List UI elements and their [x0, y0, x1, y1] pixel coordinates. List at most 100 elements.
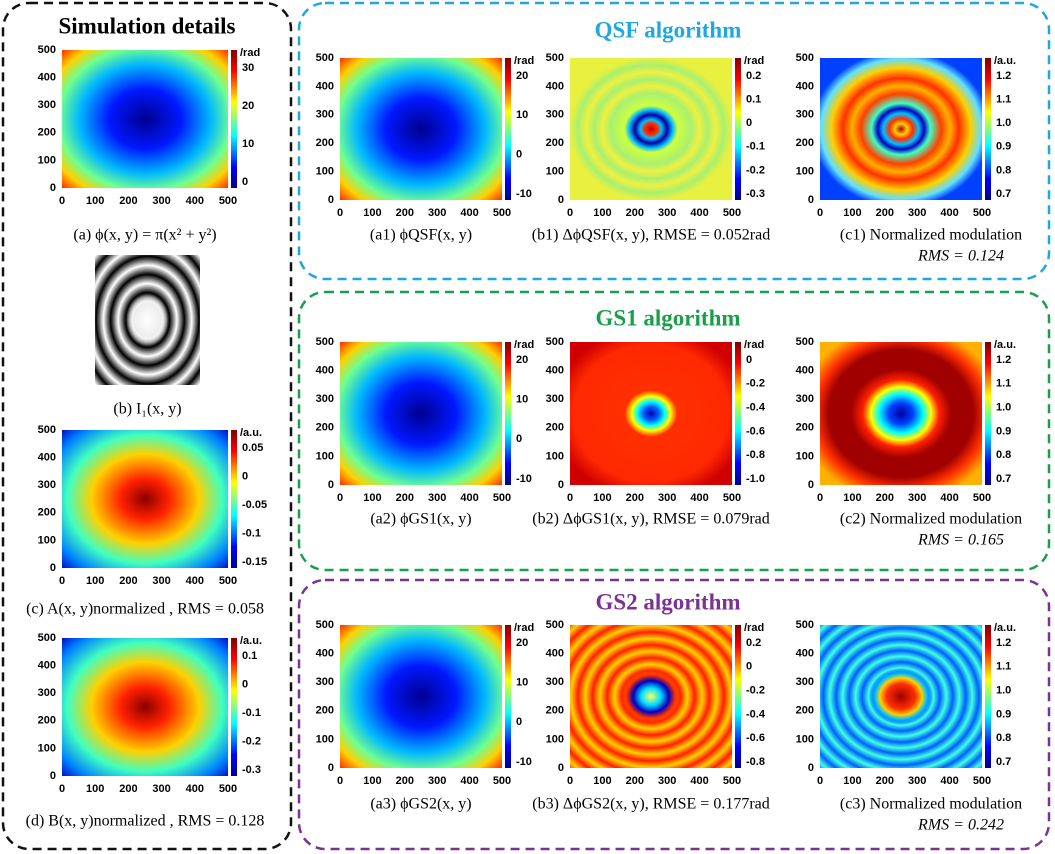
colorbar-tick-label: 1.1: [996, 94, 1011, 106]
colorbar-tick-label: -0.3: [242, 764, 261, 776]
heatmap: [340, 342, 502, 485]
colorbar-tick-label: -10: [516, 188, 532, 200]
caption: (c2) Normalized modulation: [840, 511, 1022, 528]
y-tick-label: 100: [796, 450, 814, 462]
colorbar-unit: /rad: [514, 339, 534, 351]
y-tick-label: 500: [316, 619, 334, 631]
x-tick-label: 100: [593, 775, 611, 787]
colorbar-tick-label: 0.9: [996, 708, 1011, 720]
y-tick-label: 400: [796, 365, 814, 377]
y-tick-label: 0: [558, 479, 564, 491]
section-title: Simulation details: [58, 13, 235, 38]
y-tick-label: 200: [316, 422, 334, 434]
y-tick-label: 100: [38, 154, 56, 166]
y-tick-label: 300: [38, 479, 56, 491]
colorbar-tick-label: 0.8: [996, 164, 1011, 176]
y-tick-label: 500: [796, 52, 814, 64]
x-tick-label: 100: [86, 783, 104, 795]
y-tick-label: 300: [38, 99, 56, 111]
colorbar-tick-label: -0.2: [746, 685, 765, 697]
caption-rms: RMS = 0.165: [917, 532, 1004, 549]
y-tick-label: 400: [38, 72, 56, 84]
caption: (d) B(x, y)normalized , RMS = 0.128: [26, 813, 265, 830]
y-tick-label: 300: [796, 393, 814, 405]
x-tick-label: 500: [219, 575, 237, 587]
y-tick-label: 400: [546, 365, 564, 377]
section-title: QSF algorithm: [595, 17, 742, 42]
colorbar: [735, 625, 741, 768]
colorbar-unit: /rad: [514, 622, 534, 634]
x-tick-label: 300: [658, 775, 676, 787]
x-tick-label: 300: [428, 492, 446, 504]
x-tick-label: 300: [428, 775, 446, 787]
x-tick-label: 500: [723, 207, 741, 219]
colorbar-tick-label: -0.2: [746, 378, 765, 390]
y-tick-label: 300: [546, 109, 564, 121]
colorbar-tick-label: 0.7: [996, 473, 1011, 485]
y-tick-label: 500: [38, 424, 56, 436]
x-tick-label: 300: [908, 492, 926, 504]
caption: (b1) ΔϕQSF(x, y), RMSE = 0.052rad: [532, 227, 770, 244]
heatmap: [570, 58, 732, 200]
colorbar-tick-label: -0.8: [746, 756, 765, 768]
colorbar-tick-label: 0: [746, 117, 752, 129]
x-tick-label: 0: [817, 775, 823, 787]
y-tick-label: 200: [38, 507, 56, 519]
x-tick-label: 500: [973, 207, 991, 219]
x-tick-label: 300: [428, 207, 446, 219]
x-tick-label: 0: [817, 492, 823, 504]
colorbar-unit: /a.u.: [994, 622, 1016, 634]
colorbar-tick-label: 1.0: [996, 402, 1011, 414]
y-tick-label: 0: [328, 762, 334, 774]
colorbar-unit: /rad: [744, 622, 764, 634]
colorbar: [985, 342, 991, 485]
y-tick-label: 0: [328, 194, 334, 206]
x-tick-label: 0: [337, 775, 343, 787]
heatmap: [62, 430, 228, 568]
y-tick-label: 100: [316, 450, 334, 462]
x-tick-label: 300: [152, 783, 170, 795]
y-tick-label: 500: [546, 52, 564, 64]
x-tick-label: 400: [460, 207, 478, 219]
colorbar-unit: /a.u.: [994, 55, 1016, 67]
x-tick-label: 100: [363, 492, 381, 504]
x-tick-label: 500: [219, 195, 237, 207]
colorbar-tick-label: 0: [516, 433, 522, 445]
x-tick-label: 500: [219, 783, 237, 795]
y-tick-label: 500: [796, 619, 814, 631]
colorbar-tick-label: -1.0: [746, 473, 765, 485]
colorbar-unit: /rad: [744, 55, 764, 67]
y-tick-label: 100: [796, 733, 814, 745]
x-tick-label: 200: [626, 492, 644, 504]
caption: (c1) Normalized modulation: [840, 227, 1022, 244]
heatmap: [340, 58, 502, 200]
y-tick-label: 200: [546, 422, 564, 434]
heatmap-core: [869, 668, 934, 725]
colorbar-tick-label: 0: [242, 176, 248, 188]
x-tick-label: 200: [626, 775, 644, 787]
colorbar-tick-label: 1.2: [996, 637, 1011, 649]
colorbar-tick-label: 0.9: [996, 425, 1011, 437]
x-tick-label: 400: [690, 775, 708, 787]
y-tick-label: 100: [38, 534, 56, 546]
colorbar-tick-label: 1.1: [996, 661, 1011, 673]
colorbar-tick-label: -0.1: [242, 707, 261, 719]
x-tick-label: 0: [337, 492, 343, 504]
x-tick-label: 200: [396, 207, 414, 219]
colorbar-tick-label: 0: [242, 678, 248, 690]
y-tick-label: 100: [546, 450, 564, 462]
colorbar: [231, 430, 237, 568]
colorbar-tick-label: 0.7: [996, 756, 1011, 768]
x-tick-label: 200: [119, 195, 137, 207]
y-tick-label: 200: [796, 705, 814, 717]
heatmap: [62, 50, 228, 188]
colorbar-tick-label: 20: [242, 100, 254, 112]
x-tick-label: 100: [843, 492, 861, 504]
x-tick-label: 500: [493, 775, 511, 787]
x-tick-label: 300: [152, 195, 170, 207]
y-tick-label: 500: [546, 619, 564, 631]
y-tick-label: 400: [316, 365, 334, 377]
y-tick-label: 0: [808, 479, 814, 491]
heatmap: [820, 342, 982, 485]
x-tick-label: 400: [186, 575, 204, 587]
